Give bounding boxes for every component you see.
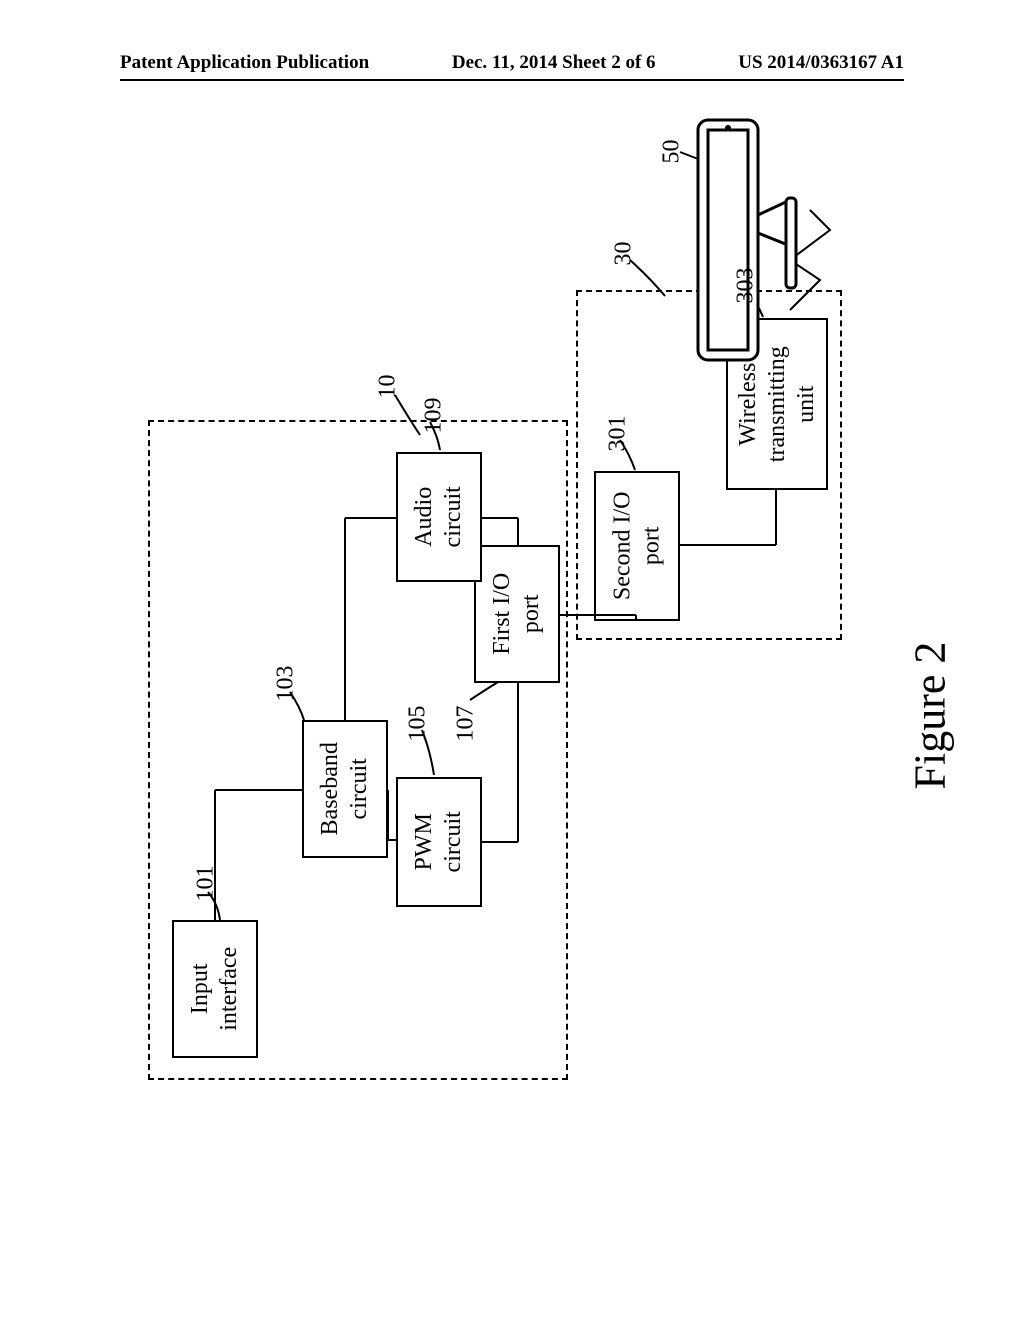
header-center: Dec. 11, 2014 Sheet 2 of 6 bbox=[452, 52, 656, 74]
ref-10: 10 bbox=[375, 375, 402, 399]
ref-30: 30 bbox=[611, 242, 638, 266]
ref-50: 50 bbox=[659, 140, 686, 164]
ref-109: 109 bbox=[421, 398, 448, 434]
header-rule bbox=[120, 79, 904, 81]
page-header: Patent Application Publication Dec. 11, … bbox=[0, 52, 1024, 74]
ref-101: 101 bbox=[193, 866, 220, 902]
header-left: Patent Application Publication bbox=[120, 52, 369, 74]
figure-label: Figure 2 bbox=[904, 642, 955, 790]
ref-301: 301 bbox=[605, 416, 632, 452]
ref-107: 107 bbox=[453, 706, 480, 742]
ref-103: 103 bbox=[273, 666, 300, 702]
diagram-area: Input interface Baseband circuit PWM cir… bbox=[0, 130, 1024, 1220]
tablet-icon bbox=[0, 130, 1024, 1220]
ref-303: 303 bbox=[733, 268, 760, 304]
header-right: US 2014/0363167 A1 bbox=[738, 52, 904, 74]
ref-105: 105 bbox=[405, 706, 432, 742]
